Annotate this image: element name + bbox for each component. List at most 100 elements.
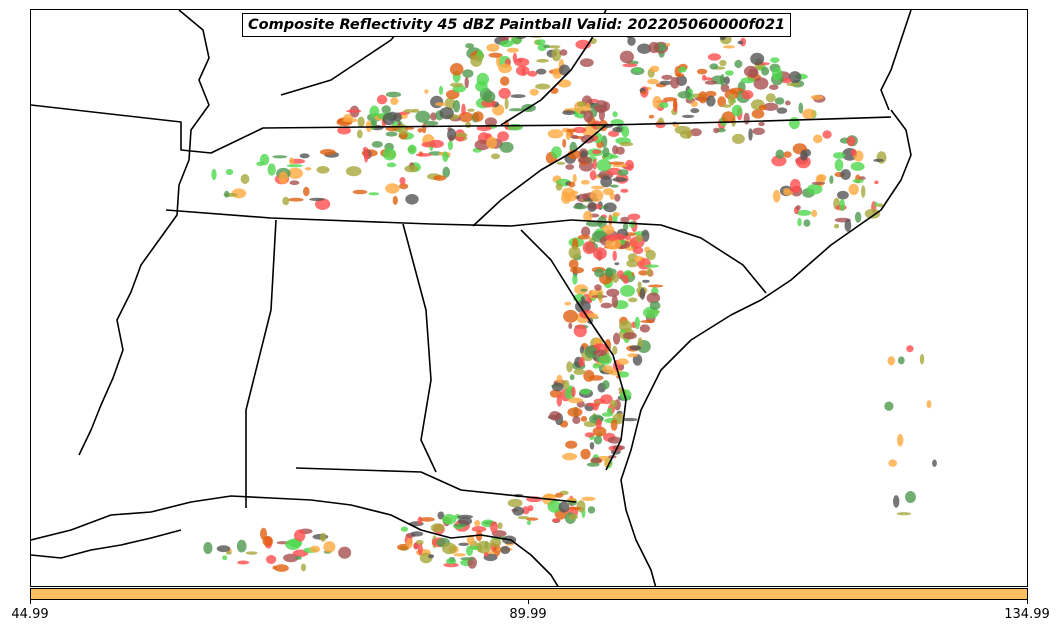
paintball-cell xyxy=(732,133,745,144)
paintball-cell xyxy=(399,177,406,185)
paintball-cell xyxy=(283,553,299,563)
paintball-cell xyxy=(649,65,660,73)
paintball-cell xyxy=(609,184,619,188)
paintball-cell xyxy=(576,500,586,513)
paintball-cell xyxy=(763,102,779,111)
paintball-cell xyxy=(369,105,380,118)
paintball-cell xyxy=(452,523,468,528)
paintball-cell xyxy=(419,517,435,522)
paintball-cell xyxy=(472,111,484,122)
paintball-cell xyxy=(278,171,288,185)
paintball-cell xyxy=(682,114,695,118)
paintball-cell xyxy=(476,125,492,131)
paintball-cell xyxy=(583,210,593,222)
paintball-cell xyxy=(561,191,572,204)
paintball-cell xyxy=(696,68,708,75)
paintball-cell xyxy=(731,104,743,117)
paintball-cell xyxy=(289,157,295,165)
paintball-cell xyxy=(572,416,581,424)
paintball-cell xyxy=(580,179,590,185)
paintball-cell xyxy=(608,214,613,226)
paintball-cell xyxy=(555,182,563,191)
paintball-cell xyxy=(600,394,613,405)
paintball-cell xyxy=(417,128,423,133)
paintball-cell xyxy=(562,379,570,390)
paintball-cell xyxy=(400,526,409,532)
colorbar-tick-label-min: 44.99 xyxy=(11,607,49,622)
paintball-cell xyxy=(897,356,905,365)
paintball-cell xyxy=(460,557,474,561)
paintball-cell xyxy=(497,131,509,142)
paintball-cell xyxy=(722,45,736,49)
paintball-cell xyxy=(723,76,730,85)
paintball-cell xyxy=(368,192,380,196)
paintball-cell xyxy=(497,522,503,530)
paintball-cell xyxy=(245,551,258,555)
paintball-cell xyxy=(437,511,445,520)
paintball-cell xyxy=(573,204,588,210)
paintball-cell xyxy=(641,229,650,242)
paintball-cell xyxy=(565,131,571,141)
paintball-cell xyxy=(717,96,727,108)
paintball-cell xyxy=(504,97,509,110)
paintball-cell xyxy=(470,54,483,67)
paintball-cell xyxy=(690,108,700,114)
paintball-cell xyxy=(611,272,620,283)
paintball-cell xyxy=(568,513,578,520)
paintball-cell xyxy=(770,57,780,63)
paintball-cell xyxy=(919,353,925,365)
paintball-cell xyxy=(527,70,538,77)
paintball-cell xyxy=(465,43,474,49)
paintball-cell xyxy=(319,532,327,542)
paintball-cell xyxy=(612,345,618,355)
paintball-cell xyxy=(803,219,811,227)
paintball-cell xyxy=(589,170,597,181)
paintball-cell xyxy=(887,356,896,366)
atlantic-coastline xyxy=(620,109,912,586)
paintball-cell xyxy=(547,500,562,513)
paintball-cell xyxy=(594,268,605,278)
paintball-cell xyxy=(216,545,231,553)
paintball-cell xyxy=(816,174,827,182)
paintball-cell xyxy=(822,130,832,139)
paintball-cell xyxy=(932,459,937,467)
paintball-cell xyxy=(593,349,608,357)
paintball-cell xyxy=(634,316,640,330)
paintball-cell xyxy=(572,126,587,134)
paintball-cell xyxy=(846,136,856,146)
paintball-cell xyxy=(461,103,466,116)
paintball-cell xyxy=(568,397,584,404)
paintball-cell xyxy=(601,412,614,417)
paintball-cell xyxy=(447,140,453,151)
paintball-cell xyxy=(443,562,459,568)
paintball-cell xyxy=(382,112,395,126)
paintball-cell xyxy=(734,59,743,69)
paintball-cell xyxy=(761,66,770,76)
paintball-cell xyxy=(203,541,213,555)
paintball-cell xyxy=(765,93,776,103)
paintball-cell xyxy=(646,267,653,277)
paintball-cell xyxy=(834,159,844,171)
paintball-cell xyxy=(603,202,617,213)
paintball-cell xyxy=(774,97,785,105)
paintball-cell xyxy=(689,128,702,137)
paintball-cell xyxy=(592,247,607,260)
paintball-cell xyxy=(551,382,564,392)
paintball-cell xyxy=(800,150,808,161)
paintball-cell xyxy=(612,111,618,118)
paintball-cell xyxy=(706,95,716,107)
map-panel xyxy=(30,9,1028,587)
paintball-cell xyxy=(371,141,383,148)
paintball-cell xyxy=(620,285,635,297)
paintball-cell xyxy=(581,226,591,237)
paintball-cell xyxy=(385,131,398,137)
paintball-cell xyxy=(607,436,622,444)
paintball-cell xyxy=(600,302,613,309)
paintball-cell xyxy=(647,284,664,288)
paintball-cell xyxy=(593,104,606,112)
paintball-cell xyxy=(665,42,671,47)
paintball-cell xyxy=(622,63,638,68)
paintball-cell xyxy=(352,189,368,195)
paintball-cell xyxy=(642,279,650,283)
paintball-cell xyxy=(572,173,577,183)
